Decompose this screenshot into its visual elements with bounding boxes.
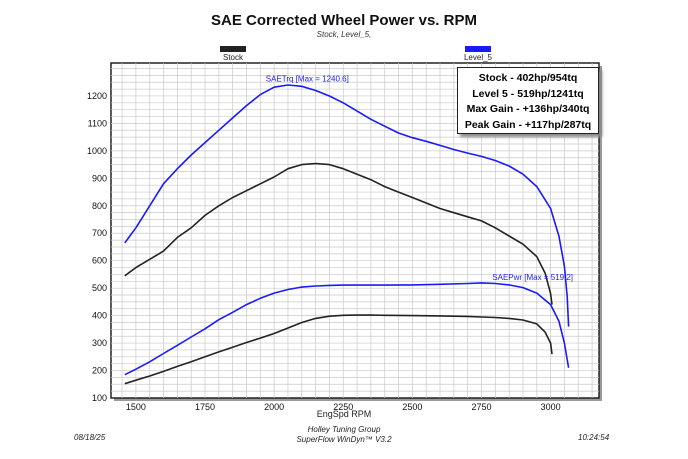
chart-title: SAE Corrected Wheel Power vs. RPM	[211, 12, 477, 29]
x-tick-label: 2000	[264, 402, 284, 412]
series-annotation-1: SAEPwr [Max = 519.2]	[492, 273, 573, 282]
y-tick-label: 100	[92, 393, 107, 403]
y-tick-label: 600	[92, 256, 107, 266]
series-line-stock-1	[124, 314, 553, 385]
footer-date: 08/18/25	[74, 433, 106, 442]
x-tick-label: 2750	[471, 402, 491, 412]
y-tick-label: 200	[92, 366, 107, 376]
legend-swatch-level5	[465, 46, 491, 52]
x-tick-label: 1750	[195, 402, 215, 412]
legend-label-level5: Level_5	[463, 53, 493, 62]
y-tick-label: 1200	[87, 91, 107, 101]
x-axis-label: EngSpd RPM	[316, 409, 372, 419]
summary-line-stock: Stock - 402hp/954tq	[478, 72, 578, 84]
series-line-level-5-2	[124, 84, 570, 327]
y-tick-label: 800	[92, 201, 107, 211]
summary-line-max-gain: Max Gain - +136hp/340tq	[466, 103, 590, 115]
x-tick-label: 1500	[126, 402, 146, 412]
x-tick-label: 3000	[541, 402, 561, 412]
y-tick-label: 500	[92, 283, 107, 293]
summary-box: Stock - 402hp/954tq Level 5 - 519hp/1241…	[457, 67, 599, 134]
series-annotation-0: SAETrq [Max = 1240.6]	[266, 75, 349, 84]
y-tick-label: 1000	[87, 146, 107, 156]
series-line-level-5-3	[124, 282, 570, 376]
footer-company: Holley Tuning Group	[307, 425, 381, 434]
footer-center: Holley Tuning Group SuperFlow WinDyn™ V3…	[0, 425, 688, 445]
legend-swatch-stock	[220, 46, 246, 52]
legend-label-stock: Stock	[222, 53, 243, 62]
footer-time: 10:24:54	[578, 433, 610, 442]
x-tick-label: 2250	[333, 402, 353, 412]
footer-software: SuperFlow WinDyn™ V3.2	[296, 435, 392, 444]
summary-line-peak-gain: Peak Gain - +117hp/287tq	[464, 118, 592, 131]
y-tick-label: 900	[92, 173, 107, 183]
y-tick-label: 400	[92, 311, 107, 321]
y-tick-label: 1100	[88, 118, 107, 128]
series-line-stock-0	[124, 162, 553, 305]
y-tick-label: 300	[92, 338, 107, 348]
y-tick-label: 700	[92, 228, 107, 238]
x-tick-label: 2500	[402, 402, 422, 412]
chart-subtitle: Stock, Level_5,	[316, 30, 372, 39]
summary-line-level5: Level 5 - 519hp/1241tq	[472, 87, 584, 100]
